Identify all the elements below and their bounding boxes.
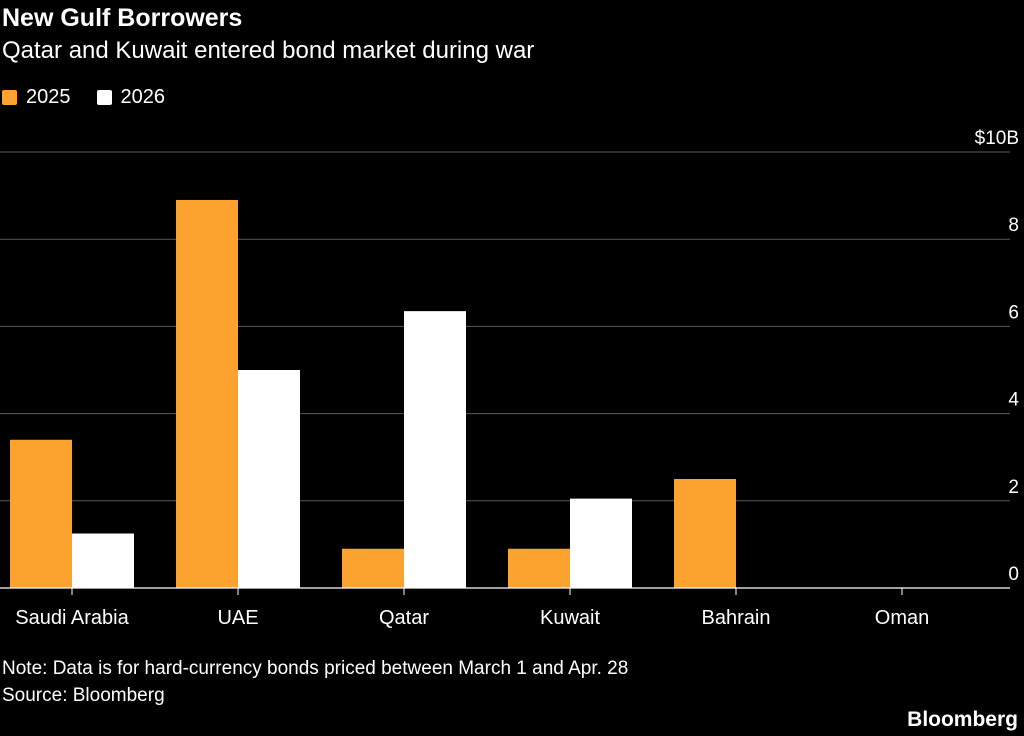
bar-2026 <box>238 370 300 588</box>
chart-title: New Gulf Borrowers <box>2 4 243 32</box>
bloomberg-logo: Bloomberg <box>907 708 1018 731</box>
y-tick-label: 2 <box>1008 477 1019 498</box>
legend-item-2026: 2026 <box>96 85 166 109</box>
y-tick-label: 8 <box>1008 215 1019 236</box>
y-tick-label: 4 <box>1008 390 1019 411</box>
bar-2026 <box>72 533 134 588</box>
x-tick-label: Saudi Arabia <box>15 607 129 629</box>
legend-label-2026: 2026 <box>120 85 166 108</box>
source-note: Source: Bloomberg <box>2 685 165 706</box>
x-tick-label: Qatar <box>379 607 429 629</box>
y-tick-label: 6 <box>1008 302 1019 323</box>
x-tick-label: Bahrain <box>702 607 771 629</box>
x-tick-label: Oman <box>875 607 929 629</box>
legend-label-2025: 2025 <box>26 85 71 108</box>
footnote: Note: Data is for hard-currency bonds pr… <box>2 658 629 679</box>
bar-2025 <box>508 548 570 588</box>
bar-2026 <box>570 498 632 588</box>
chart-subtitle: Qatar and Kuwait entered bond market dur… <box>2 37 535 64</box>
bar-2025 <box>674 479 736 588</box>
y-tick-label: $10B <box>975 128 1019 149</box>
legend: 2025 2026 <box>2 84 191 110</box>
bar-2025 <box>342 548 404 588</box>
bar-2026 <box>404 311 466 588</box>
legend-item-2025: 2025 <box>2 86 71 109</box>
y-tick-label: 0 <box>1008 564 1019 585</box>
bar-2025 <box>176 199 238 588</box>
legend-swatch-2025 <box>2 89 17 105</box>
legend-swatch-2026 <box>96 89 112 105</box>
x-tick-label: Kuwait <box>540 607 600 629</box>
bar-2025 <box>10 439 72 588</box>
x-tick-label: UAE <box>217 607 258 629</box>
